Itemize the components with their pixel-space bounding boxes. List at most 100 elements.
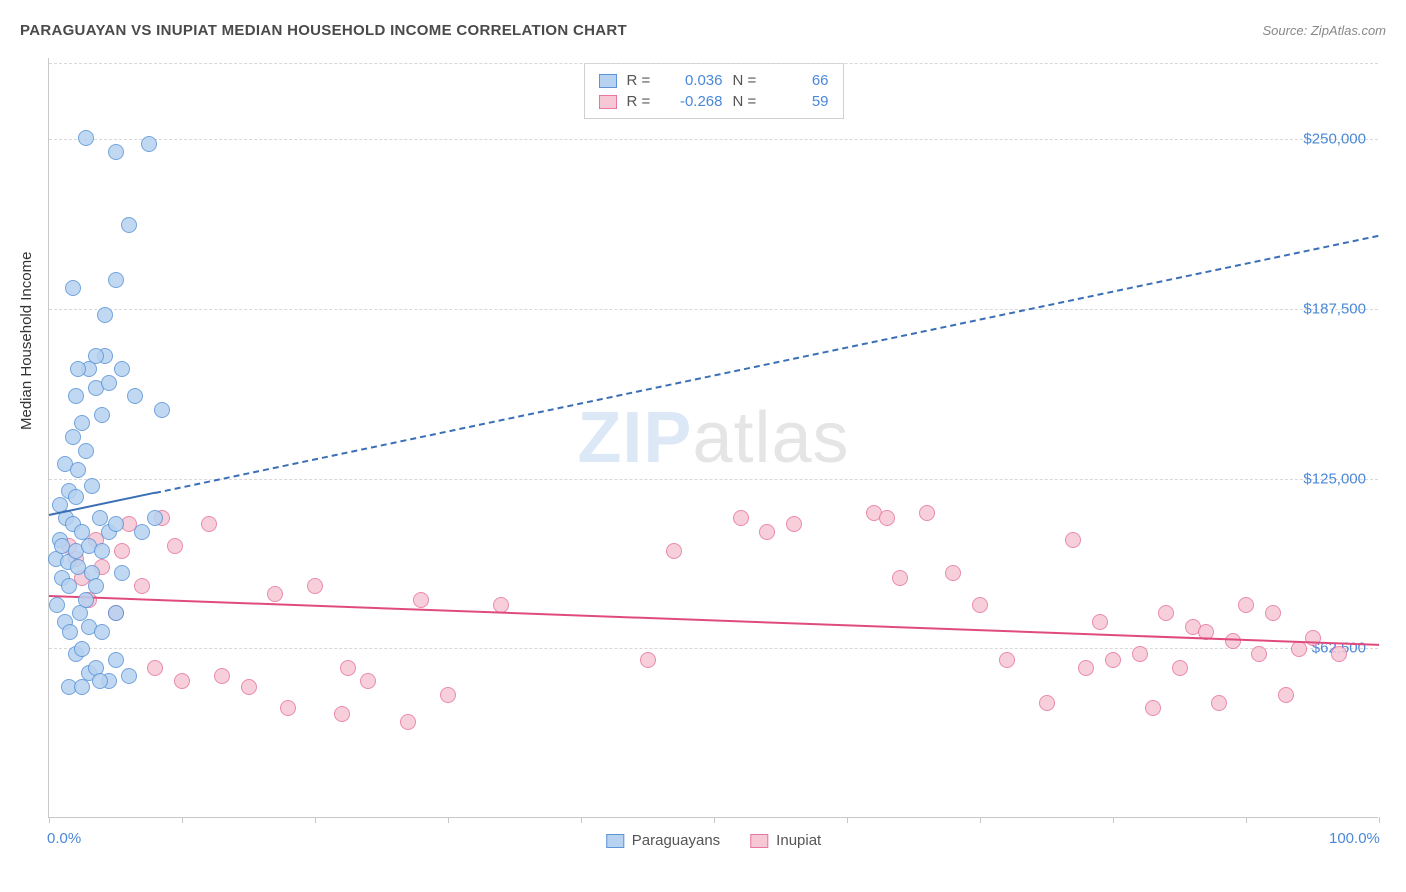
data-point	[121, 217, 137, 233]
data-point	[94, 543, 110, 559]
data-point	[1039, 695, 1055, 711]
gridline	[49, 648, 1378, 649]
series-legend: Paraguayans Inupiat	[606, 832, 821, 849]
data-point	[640, 652, 656, 668]
y-axis-label: Median Household Income	[18, 252, 35, 430]
data-point	[1092, 614, 1108, 630]
data-point	[65, 429, 81, 445]
data-point	[945, 565, 961, 581]
data-point	[1211, 695, 1227, 711]
data-point	[214, 668, 230, 684]
data-point	[1145, 700, 1161, 716]
data-point	[1265, 605, 1281, 621]
xtick-label: 0.0%	[47, 830, 81, 847]
data-point	[1158, 605, 1174, 621]
data-point	[1065, 532, 1081, 548]
data-point	[78, 130, 94, 146]
ytick-label: $250,000	[1303, 131, 1366, 148]
xtick	[182, 817, 183, 823]
legend-row-inupiat: R = -0.268 N = 59	[599, 91, 829, 112]
data-point	[154, 402, 170, 418]
data-point	[1251, 646, 1267, 662]
data-point	[70, 361, 86, 377]
xtick	[448, 817, 449, 823]
gridline	[49, 63, 1378, 64]
xtick	[315, 817, 316, 823]
swatch-paraguayans	[606, 834, 624, 848]
ytick-label: $187,500	[1303, 301, 1366, 318]
data-point	[78, 443, 94, 459]
data-point	[108, 605, 124, 621]
data-point	[68, 388, 84, 404]
data-point	[62, 624, 78, 640]
data-point	[114, 543, 130, 559]
data-point	[92, 673, 108, 689]
data-point	[999, 652, 1015, 668]
ytick-label: $125,000	[1303, 470, 1366, 487]
gridline	[49, 309, 1378, 310]
data-point	[108, 144, 124, 160]
swatch-inupiat	[750, 834, 768, 848]
gridline	[49, 479, 1378, 480]
xtick-label: 100.0%	[1329, 830, 1380, 847]
data-point	[108, 516, 124, 532]
data-point	[1132, 646, 1148, 662]
data-point	[360, 673, 376, 689]
data-point	[114, 361, 130, 377]
chart-header: PARAGUAYAN VS INUPIAT MEDIAN HOUSEHOLD I…	[20, 22, 1386, 39]
data-point	[666, 543, 682, 559]
data-point	[134, 524, 150, 540]
data-point	[1105, 652, 1121, 668]
data-point	[101, 375, 117, 391]
scatter-chart: ZIPatlas R = 0.036 N = 66 R = -0.268 N =…	[48, 58, 1378, 818]
watermark: ZIPatlas	[577, 397, 849, 479]
data-point	[49, 597, 65, 613]
xtick	[980, 817, 981, 823]
data-point	[74, 679, 90, 695]
data-point	[108, 272, 124, 288]
data-point	[400, 714, 416, 730]
chart-source: Source: ZipAtlas.com	[1262, 23, 1386, 38]
data-point	[141, 136, 157, 152]
xtick	[1113, 817, 1114, 823]
data-point	[108, 652, 124, 668]
data-point	[241, 679, 257, 695]
data-point	[879, 510, 895, 526]
legend-item-paraguayans: Paraguayans	[606, 832, 720, 849]
xtick	[1246, 817, 1247, 823]
data-point	[78, 592, 94, 608]
data-point	[88, 348, 104, 364]
data-point	[267, 586, 283, 602]
data-point	[61, 578, 77, 594]
correlation-legend: R = 0.036 N = 66 R = -0.268 N = 59	[584, 63, 844, 119]
data-point	[70, 462, 86, 478]
swatch-inupiat	[599, 95, 617, 109]
data-point	[121, 668, 137, 684]
legend-item-inupiat: Inupiat	[750, 832, 821, 849]
legend-row-paraguayans: R = 0.036 N = 66	[599, 70, 829, 91]
data-point	[733, 510, 749, 526]
data-point	[68, 489, 84, 505]
data-point	[786, 516, 802, 532]
xtick	[714, 817, 715, 823]
data-point	[167, 538, 183, 554]
trend-line	[155, 234, 1379, 493]
data-point	[440, 687, 456, 703]
data-point	[1172, 660, 1188, 676]
data-point	[280, 700, 296, 716]
gridline	[49, 139, 1378, 140]
data-point	[74, 641, 90, 657]
chart-title: PARAGUAYAN VS INUPIAT MEDIAN HOUSEHOLD I…	[20, 22, 627, 39]
data-point	[147, 660, 163, 676]
data-point	[972, 597, 988, 613]
data-point	[307, 578, 323, 594]
data-point	[340, 660, 356, 676]
data-point	[84, 478, 100, 494]
data-point	[74, 415, 90, 431]
data-point	[88, 578, 104, 594]
data-point	[97, 307, 113, 323]
data-point	[65, 280, 81, 296]
data-point	[114, 565, 130, 581]
trend-line	[49, 595, 1379, 646]
data-point	[94, 624, 110, 640]
